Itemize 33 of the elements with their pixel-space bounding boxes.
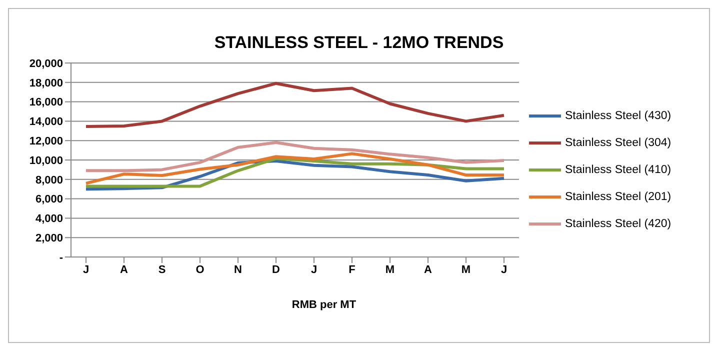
line-series xyxy=(84,152,506,185)
legend-label: Stainless Steel (304) xyxy=(565,136,672,150)
y-tick-label: 2,000 xyxy=(35,232,63,245)
x-axis-title: RMB per MT xyxy=(290,299,358,311)
x-tick-label: J xyxy=(82,264,90,276)
line-series xyxy=(84,82,506,128)
y-tick-label: 14,000 xyxy=(29,116,63,128)
x-tick-label: N xyxy=(234,264,242,276)
y-tick-label: 18,000 xyxy=(29,77,63,90)
legend-label: Stainless Steel (420) xyxy=(565,216,672,232)
y-tick-label: 16,000 xyxy=(29,96,63,109)
y-tick-label: 10,000 xyxy=(29,154,63,167)
x-tick-label: O xyxy=(196,264,205,276)
x-tick-label: J xyxy=(310,264,318,276)
x-tick-label: A xyxy=(120,264,128,276)
y-tick-label: - xyxy=(59,252,64,264)
x-tick-label: D xyxy=(272,264,280,276)
x-tick-label: M xyxy=(461,264,471,276)
legend-label: Stainless Steel (410) xyxy=(565,162,672,178)
x-tick-label: M xyxy=(385,264,395,276)
line-series xyxy=(84,141,506,172)
x-tick-label: A xyxy=(424,264,432,276)
y-tick-label: 20,000 xyxy=(29,58,63,70)
legend-label: Stainless Steel (201) xyxy=(565,190,672,204)
y-tick-label: 8,000 xyxy=(35,174,63,186)
chart-title: STAINLESS STEEL - 12MO TRENDS xyxy=(213,33,505,54)
y-tick-label: 4,000 xyxy=(35,213,63,226)
y-tick-label: 12,000 xyxy=(29,136,63,148)
legend-label: Stainless Steel (430) xyxy=(565,108,672,124)
x-tick-label: F xyxy=(348,264,356,276)
y-tick-label: 6,000 xyxy=(35,194,63,206)
x-tick-label: J xyxy=(500,264,508,276)
x-tick-label: S xyxy=(158,264,166,276)
